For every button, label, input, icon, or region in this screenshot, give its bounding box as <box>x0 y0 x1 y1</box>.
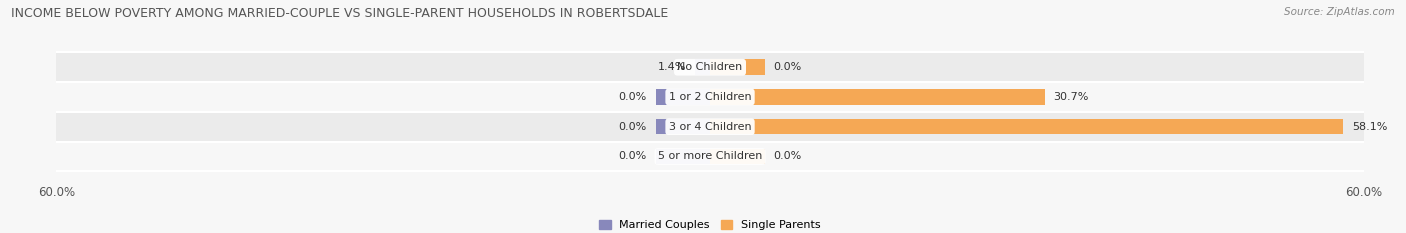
Bar <box>655 149 710 164</box>
Legend: Married Couples, Single Parents: Married Couples, Single Parents <box>595 216 825 233</box>
Text: Source: ZipAtlas.com: Source: ZipAtlas.com <box>1284 7 1395 17</box>
Text: 58.1%: 58.1% <box>1351 122 1388 132</box>
Text: 0.0%: 0.0% <box>619 122 647 132</box>
Bar <box>710 149 765 164</box>
Bar <box>56 82 1364 112</box>
Text: 5 or more Children: 5 or more Children <box>658 151 762 161</box>
Text: No Children: No Children <box>678 62 742 72</box>
Text: INCOME BELOW POVERTY AMONG MARRIED-COUPLE VS SINGLE-PARENT HOUSEHOLDS IN ROBERTS: INCOME BELOW POVERTY AMONG MARRIED-COUPL… <box>11 7 668 20</box>
Text: 0.0%: 0.0% <box>773 62 801 72</box>
Bar <box>710 119 1343 134</box>
Bar <box>56 52 1364 82</box>
Text: 0.0%: 0.0% <box>619 92 647 102</box>
Bar <box>695 59 710 75</box>
Bar <box>56 142 1364 171</box>
Text: 1 or 2 Children: 1 or 2 Children <box>669 92 751 102</box>
Text: 30.7%: 30.7% <box>1053 92 1088 102</box>
Bar <box>710 89 1045 105</box>
Text: 0.0%: 0.0% <box>619 151 647 161</box>
Text: 3 or 4 Children: 3 or 4 Children <box>669 122 751 132</box>
Bar <box>710 59 765 75</box>
Bar <box>655 89 710 105</box>
Bar <box>655 119 710 134</box>
Text: 1.4%: 1.4% <box>658 62 686 72</box>
Bar <box>56 112 1364 142</box>
Text: 0.0%: 0.0% <box>773 151 801 161</box>
